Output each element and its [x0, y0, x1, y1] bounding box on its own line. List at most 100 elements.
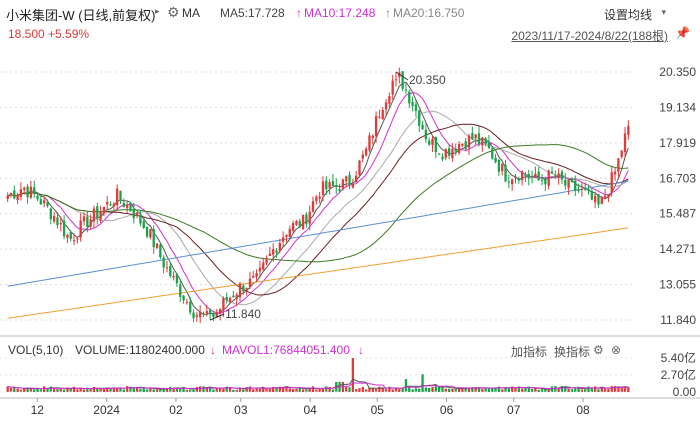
add-indicator-button[interactable]: 加指标 [511, 345, 548, 359]
candle-body [212, 313, 215, 317]
candle-body [238, 283, 242, 298]
up-arrow-icon: ↑ [296, 6, 302, 20]
candle-body [9, 193, 13, 195]
candle-body [613, 171, 617, 175]
volume-bar [394, 387, 398, 392]
volume-bar [378, 386, 381, 392]
candle-body [13, 190, 16, 199]
candle-body [547, 170, 550, 186]
candle-body [441, 156, 444, 160]
candle-body [477, 133, 481, 145]
candle-body [185, 301, 189, 303]
ma120-line [7, 180, 629, 287]
volume-tick-label: 5.40亿 [661, 350, 696, 365]
volume-bar [567, 388, 570, 392]
candle-body [56, 217, 59, 226]
candle-body [325, 180, 328, 190]
volume-bar [208, 387, 212, 392]
candle-body [530, 176, 534, 178]
volume-bar [245, 387, 248, 392]
ma-settings-button[interactable]: 设置均线 [603, 8, 652, 22]
volume-bar [587, 386, 590, 392]
volume-bar [182, 386, 185, 392]
volume-bar [192, 389, 195, 392]
candle-body [570, 178, 574, 183]
volume-bar [242, 389, 245, 392]
volume-bar [368, 387, 371, 392]
price-tick-label: 20.350 [659, 65, 696, 79]
volume-bar [374, 388, 378, 392]
price-change: 18.500 +5.59% [8, 27, 90, 41]
candle-body [172, 275, 175, 278]
candle-body [481, 137, 484, 146]
candle-body [471, 133, 474, 140]
candle-body [507, 181, 511, 183]
caret-right-icon[interactable]: ▸ [155, 6, 160, 16]
volume-bar [574, 388, 577, 392]
volume-bar [408, 387, 411, 392]
price-grid [0, 71, 700, 399]
candle-body [149, 229, 152, 238]
gear-icon[interactable]: ⚙ [593, 343, 604, 357]
volume-bar [202, 386, 205, 392]
volume-bar [72, 386, 76, 392]
candle-body [305, 214, 308, 225]
candle-body [444, 148, 447, 158]
volume-bar [36, 388, 39, 392]
candle-body [298, 221, 301, 228]
volume-bar [62, 389, 66, 392]
volume-bar [278, 386, 281, 392]
candle-body [437, 153, 441, 155]
pin-icon[interactable]: 📌 [675, 26, 690, 40]
candle-body [208, 309, 212, 314]
candle-body [315, 196, 318, 202]
volume-bar [179, 389, 182, 392]
date-range-link[interactable]: 2023/11/17-2024/8/22(188根) [511, 29, 668, 43]
candle-body [338, 189, 341, 192]
candle-body [557, 173, 560, 179]
candle-body [119, 190, 122, 201]
volume-bars [6, 358, 630, 392]
mavol1-value: MAVOL1:76844051.400 [222, 343, 350, 357]
candle-body [222, 298, 225, 310]
candle-body [497, 159, 501, 172]
volume-bar [43, 386, 46, 392]
candle-body [26, 186, 29, 198]
volume-ma-lines [7, 378, 629, 390]
candle-body [511, 179, 514, 185]
candle-body [301, 214, 305, 229]
volume-bar [364, 389, 368, 392]
volume-bar [534, 388, 537, 392]
candle-body [52, 215, 56, 222]
candle-body [281, 237, 285, 242]
volume-bar [345, 386, 348, 392]
candle-body [577, 189, 580, 191]
candle-body [202, 313, 205, 315]
close-icon[interactable]: ⊗ [611, 343, 622, 357]
caret-down-icon[interactable]: ▾ [661, 7, 666, 17]
gear-icon[interactable]: ⚙ [167, 4, 180, 20]
candle-body [268, 253, 272, 256]
volume-bar [132, 387, 135, 392]
candle-body [554, 175, 557, 178]
volume-bar [487, 388, 491, 392]
volume-bar [86, 387, 89, 392]
moving-average-lines [7, 81, 629, 319]
volume-bar [268, 388, 272, 392]
volume-bar [388, 386, 391, 392]
volume-bar [252, 389, 255, 392]
ma10-value: MA10:17.248 [304, 6, 376, 20]
volume-bar [351, 358, 355, 392]
candle-body [361, 154, 364, 159]
volume-bar [401, 387, 404, 392]
volume-bar [418, 388, 421, 392]
candle-body [106, 201, 109, 205]
candle-body [580, 188, 584, 190]
switch-indicator-button[interactable]: 换指标 [554, 345, 591, 359]
down-arrow-icon: ↓ [358, 343, 364, 357]
volume-bar [524, 387, 527, 392]
volume-bar [325, 386, 328, 392]
candle-body [109, 204, 112, 206]
candle-body [355, 175, 358, 183]
